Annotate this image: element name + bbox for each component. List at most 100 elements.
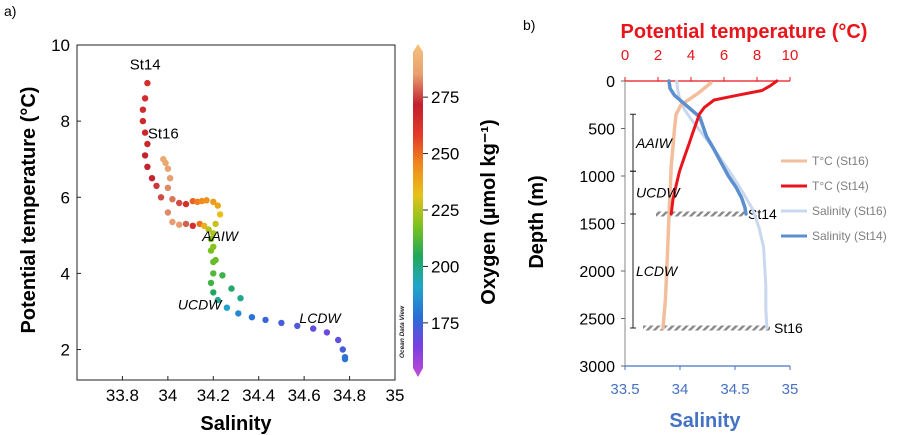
data-point <box>169 196 176 203</box>
panel-b-label: b) <box>523 17 535 33</box>
x-tick-label: 34.2 <box>197 386 230 405</box>
water-mass-layers: AAIW UCDW LCDW <box>630 113 681 329</box>
y-tick-label: 10 <box>51 36 70 55</box>
panel-a-plot-frame <box>76 44 396 381</box>
panel-a-y-axis-label: Potential temperature (°C) <box>18 87 40 334</box>
oxygen-colorbar <box>413 44 423 377</box>
data-point <box>144 79 151 87</box>
salinity-tick-label: 35 <box>782 381 799 398</box>
depth-tick-label: 3000 <box>579 359 615 376</box>
data-point <box>235 310 242 317</box>
panel-b-bottom-axis-label: Salinity <box>669 410 741 432</box>
colorbar-ticks: 175 200 225 250 275 <box>423 88 459 333</box>
data-point <box>153 182 160 190</box>
data-point <box>214 202 221 209</box>
data-point <box>310 325 317 332</box>
seafloor-marker <box>656 211 744 217</box>
data-point <box>210 243 217 250</box>
profile-line <box>661 81 713 330</box>
data-point <box>148 175 156 182</box>
data-point <box>214 296 221 304</box>
data-point <box>176 199 183 207</box>
seafloor-marker <box>643 325 770 331</box>
layer-label: LCDW <box>636 263 679 279</box>
temperature-tick-label: 8 <box>753 47 761 64</box>
data-point <box>262 316 269 324</box>
temperature-tick-label: 10 <box>782 47 799 64</box>
data-point <box>166 175 174 182</box>
legend-label: Salinity (St14) <box>812 229 887 243</box>
seafloor-marker-label: St16 <box>774 320 803 336</box>
panel-b-legend: T°C (St16) T°C (St14) Salinity (St16) Salin… <box>781 154 887 243</box>
depth-ticks: 0 500 1000 1500 2000 2500 3000 <box>579 74 625 376</box>
y-tick-label: 2 <box>61 341 70 360</box>
depth-tick-label: 1000 <box>579 169 615 186</box>
data-point <box>189 222 196 229</box>
series-st14 <box>139 79 349 363</box>
temperature-tick-label: 2 <box>654 47 662 64</box>
panel-b-top-axis-label: Potential temperature (°C) <box>621 21 868 43</box>
data-point <box>223 304 231 311</box>
data-point <box>248 314 256 321</box>
data-point <box>216 211 224 218</box>
temperature-tick-label: 0 <box>621 47 629 64</box>
legend-label: T°C (St14) <box>812 179 869 193</box>
data-point <box>144 140 151 148</box>
depth-tick-label: 2000 <box>579 264 615 281</box>
data-point <box>144 163 151 170</box>
panel-a-scatter-points <box>139 79 349 363</box>
watermark-ocean-data-view: Ocean Data View <box>399 305 406 358</box>
temperature-tick-label: 4 <box>687 47 695 64</box>
data-point <box>210 289 217 296</box>
data-point <box>207 279 215 287</box>
colorbar-tick-label: 275 <box>431 88 459 107</box>
annotation-label: St14 <box>130 57 161 74</box>
panel-a-annotations: St14 St16 AAIW UCDW LCDW <box>130 57 343 326</box>
data-point <box>164 209 172 216</box>
data-point <box>139 117 147 125</box>
salinity-tick-label: 33.5 <box>610 381 639 398</box>
profile-line <box>669 79 779 216</box>
x-tick-label: 34.8 <box>333 386 366 405</box>
annotation-label: St16 <box>148 125 179 142</box>
y-tick-label: 6 <box>61 188 70 207</box>
x-tick-label: 34 <box>158 386 177 405</box>
y-tick-label: 4 <box>61 264 70 283</box>
profile-line <box>667 79 748 216</box>
data-point <box>162 159 169 167</box>
colorbar-tick-label: 250 <box>431 145 459 164</box>
data-point <box>210 198 217 205</box>
data-point <box>157 194 165 201</box>
layer-label: UCDW <box>636 185 681 201</box>
data-point <box>294 322 301 330</box>
data-point <box>335 336 342 344</box>
data-point <box>141 152 149 159</box>
depth-tick-label: 2500 <box>579 312 615 329</box>
data-point <box>176 221 183 228</box>
annotation-label: UCDW <box>178 297 223 313</box>
x-tick-label: 33.8 <box>106 386 139 405</box>
data-point <box>201 222 208 229</box>
x-tick-label: 35 <box>386 386 405 405</box>
profile-line <box>675 79 769 330</box>
panel-b: b) Potential temperature (°C) Salinity D… <box>523 17 887 432</box>
panel-a-x-ticks: 33.8 34 34.2 34.4 34.6 34.8 35 <box>106 376 405 405</box>
data-point <box>228 285 235 292</box>
data-point <box>182 220 190 228</box>
temperature-ticks: 0 2 4 6 8 10 <box>621 47 799 81</box>
temperature-tick-label: 6 <box>720 47 728 64</box>
data-point <box>212 220 219 228</box>
x-tick-label: 34.6 <box>288 386 321 405</box>
panel-a-y-ticks: 2 4 6 8 10 <box>51 36 81 360</box>
data-point <box>210 230 217 237</box>
data-point <box>203 197 210 204</box>
data-point <box>164 165 172 172</box>
panel-b-y-axis-label: Depth (m) <box>526 175 548 268</box>
data-point <box>339 346 346 353</box>
data-point <box>278 319 285 327</box>
data-point <box>219 272 226 279</box>
x-tick-label: 34.4 <box>242 386 275 405</box>
data-point <box>139 106 147 113</box>
